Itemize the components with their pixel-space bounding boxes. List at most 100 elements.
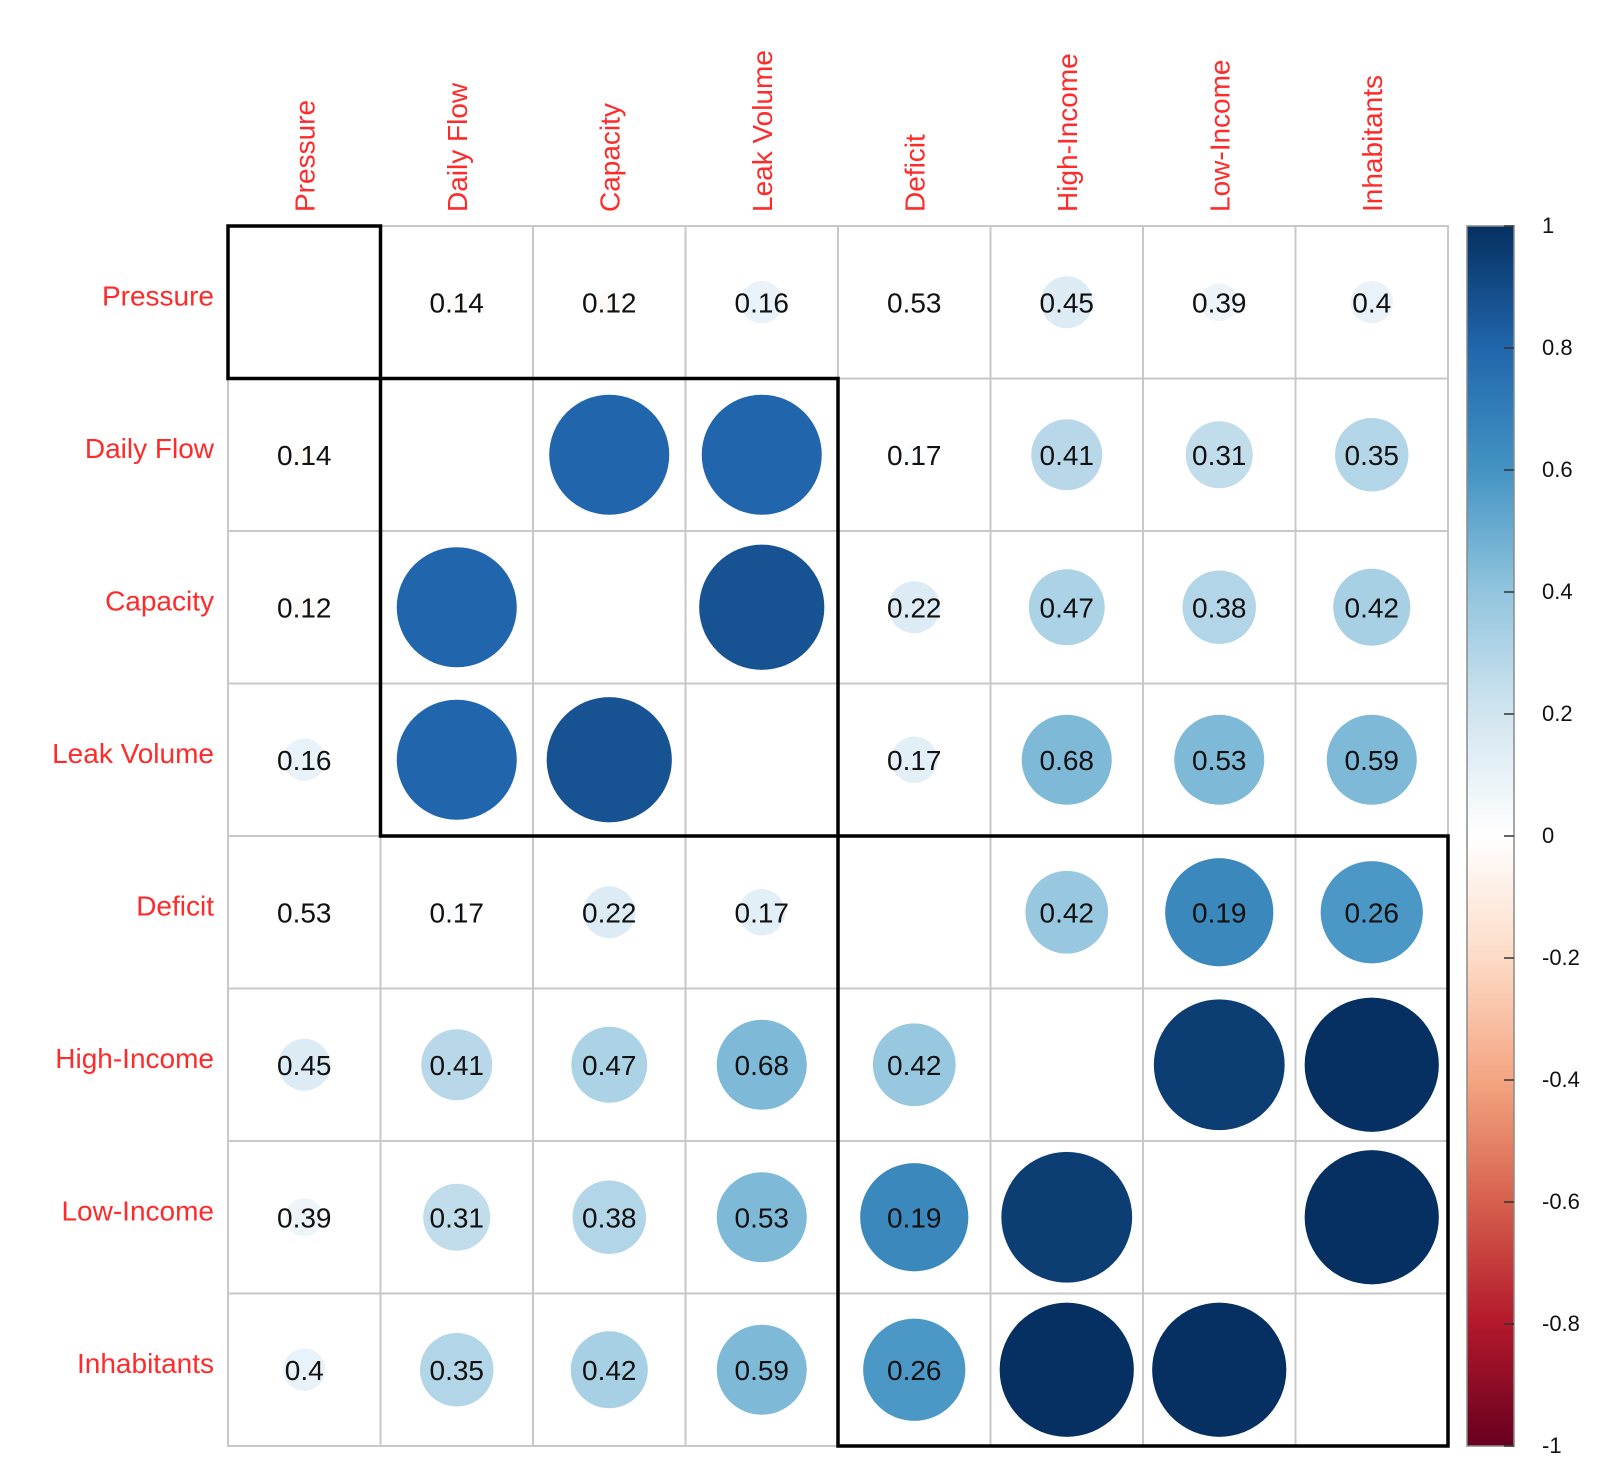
- corr-value-high-income-capacity: 0.47: [582, 1050, 637, 1081]
- corr-value-daily-flow-inhabitants: 0.35: [1345, 440, 1400, 471]
- corr-circle-low-income-inhabitants: [1304, 1150, 1439, 1285]
- corr-circle-leak-volume-pressure: [283, 738, 326, 781]
- corr-circle-capacity-deficit: [888, 581, 941, 634]
- col-label-deficit: Deficit: [899, 134, 930, 212]
- corr-value-leak-volume-deficit: 0.17: [887, 745, 942, 776]
- corr-value-pressure-deficit: 0.53: [887, 287, 942, 318]
- corr-value-low-income-capacity: 0.38: [582, 1202, 637, 1233]
- corr-circle-deficit-low-income: [1165, 858, 1274, 967]
- corr-value-pressure-low-income: 0.39: [1192, 287, 1247, 318]
- corr-value-inhabitants-deficit: 0.26: [887, 1355, 942, 1386]
- corr-circle-daily-flow-leak-volume: [701, 394, 822, 515]
- corr-value-inhabitants-pressure: 0.4: [285, 1355, 324, 1386]
- colorbar-tick-label: 0.6: [1542, 457, 1573, 482]
- grid-cell: [989, 987, 1144, 1142]
- corr-value-capacity-pressure: 0.12: [277, 592, 332, 623]
- grid-cell: [1142, 1140, 1297, 1295]
- corr-value-high-income-deficit: 0.42: [887, 1050, 942, 1081]
- corr-circle-deficit-daily-flow: [447, 902, 467, 922]
- corr-circle-leak-volume-capacity: [546, 697, 672, 823]
- corr-circle-inhabitants-deficit: [863, 1318, 966, 1421]
- corr-value-deficit-low-income: 0.19: [1192, 897, 1247, 928]
- corr-value-deficit-pressure: 0.53: [277, 897, 332, 928]
- row-label-deficit: Deficit: [136, 890, 214, 921]
- corr-circle-daily-flow-inhabitants: [1335, 418, 1409, 492]
- corr-circle-capacity-high-income: [1028, 569, 1105, 646]
- corr-value-deficit-capacity: 0.22: [582, 897, 637, 928]
- corr-circle-capacity-pressure: [292, 595, 316, 619]
- corr-circle-capacity-inhabitants: [1333, 568, 1411, 646]
- corr-circle-leak-volume-inhabitants: [1326, 714, 1417, 805]
- corr-value-capacity-deficit: 0.22: [887, 592, 942, 623]
- row-labels: Pressure Daily Flow Capacity Leak Volume Def…: [52, 280, 215, 1379]
- corr-circle-pressure-high-income: [1040, 276, 1093, 329]
- grid-cell: [227, 225, 382, 380]
- corr-circle-deficit-high-income: [1025, 870, 1109, 954]
- col-label-high-income: High-Income: [1052, 53, 1083, 212]
- corr-circle-high-income-daily-flow: [421, 1029, 493, 1101]
- cluster-box-3: [836, 834, 1450, 1448]
- cell-grid: [227, 225, 1449, 1447]
- corr-circle-capacity-daily-flow: [396, 547, 517, 668]
- colorbar-tick-label: -0.4: [1542, 1067, 1580, 1092]
- corr-circle-pressure-capacity: [597, 290, 621, 314]
- col-label-low-income: Low-Income: [1204, 59, 1235, 212]
- row-label-daily-flow: Daily Flow: [85, 433, 215, 464]
- col-label-capacity: Capacity: [594, 103, 625, 212]
- corr-value-pressure-inhabitants: 0.4: [1352, 287, 1391, 318]
- cell-value-labels: 0.14 0.12 0.16 0.53 0.45 0.39 0.4 0.14 0.17 0.41 0…: [277, 287, 1399, 1386]
- colorbar-tick-label: -0.8: [1542, 1311, 1580, 1336]
- row-label-low-income: Low-Income: [61, 1195, 214, 1226]
- grid-cell: [684, 682, 839, 837]
- corr-circle-low-income-pressure: [285, 1198, 324, 1237]
- corr-circle-leak-volume-low-income: [1174, 714, 1265, 805]
- colorbar-tick-label: 0.2: [1542, 701, 1573, 726]
- grid-cell: [989, 530, 1144, 685]
- corr-value-inhabitants-daily-flow: 0.35: [430, 1355, 485, 1386]
- cluster-box-1: [226, 224, 383, 381]
- corr-circle-leak-volume-high-income: [1021, 714, 1112, 805]
- corr-circle-high-income-capacity: [571, 1026, 648, 1103]
- row-label-capacity: Capacity: [105, 585, 214, 616]
- corr-value-deficit-daily-flow: 0.17: [430, 897, 485, 928]
- corr-circle-inhabitants-capacity: [570, 1331, 648, 1409]
- corr-circle-deficit-inhabitants: [1320, 861, 1423, 964]
- corr-value-pressure-daily-flow: 0.14: [430, 287, 485, 318]
- corr-circle-inhabitants-low-income: [1152, 1302, 1287, 1437]
- corr-circle-deficit-pressure: [294, 902, 314, 922]
- corr-value-high-income-leak-volume: 0.68: [735, 1050, 790, 1081]
- corr-value-pressure-capacity: 0.12: [582, 287, 637, 318]
- colorbar-tick-label: 1: [1542, 213, 1554, 238]
- colorbar-tick-label: 0: [1542, 823, 1554, 848]
- corr-value-deficit-leak-volume: 0.17: [735, 897, 790, 928]
- corr-value-deficit-high-income: 0.42: [1040, 897, 1095, 928]
- grid-cell: [989, 377, 1144, 532]
- corr-value-pressure-high-income: 0.45: [1040, 287, 1095, 318]
- corr-circle-high-income-deficit: [872, 1023, 956, 1107]
- colorbar: 1 0.8 0.6 0.4 0.2 0 -0.2 -0.4 -0.6 -0.8 -1: [1466, 213, 1580, 1458]
- corr-value-daily-flow-deficit: 0.17: [887, 440, 942, 471]
- corr-circle-deficit-leak-volume: [738, 889, 785, 936]
- corr-value-capacity-low-income: 0.38: [1192, 592, 1247, 623]
- grid-cell: [1294, 1292, 1449, 1447]
- col-label-pressure: Pressure: [289, 100, 320, 212]
- corr-circle-pressure-deficit: [904, 292, 924, 312]
- corr-value-leak-volume-low-income: 0.53: [1192, 745, 1247, 776]
- corr-circle-high-income-low-income: [1153, 999, 1285, 1131]
- col-label-inhabitants: Inhabitants: [1357, 75, 1388, 212]
- colorbar-tick-label: 0.8: [1542, 335, 1573, 360]
- corr-circle-low-income-capacity: [572, 1180, 646, 1254]
- corr-value-capacity-inhabitants: 0.42: [1345, 592, 1400, 623]
- corr-circle-daily-flow-low-income: [1185, 421, 1253, 489]
- corr-circle-inhabitants-daily-flow: [420, 1333, 494, 1407]
- corr-value-daily-flow-pressure: 0.14: [277, 440, 332, 471]
- colorbar-tick-label: 0.4: [1542, 579, 1573, 604]
- corr-value-high-income-daily-flow: 0.41: [430, 1050, 485, 1081]
- grid-cell: [379, 377, 534, 532]
- cluster-rectangles: [226, 224, 1450, 1448]
- corr-circle-high-income-leak-volume: [716, 1019, 807, 1110]
- corr-value-inhabitants-leak-volume: 0.59: [735, 1355, 790, 1386]
- corr-circle-low-income-high-income: [1001, 1151, 1133, 1283]
- corr-value-low-income-pressure: 0.39: [277, 1202, 332, 1233]
